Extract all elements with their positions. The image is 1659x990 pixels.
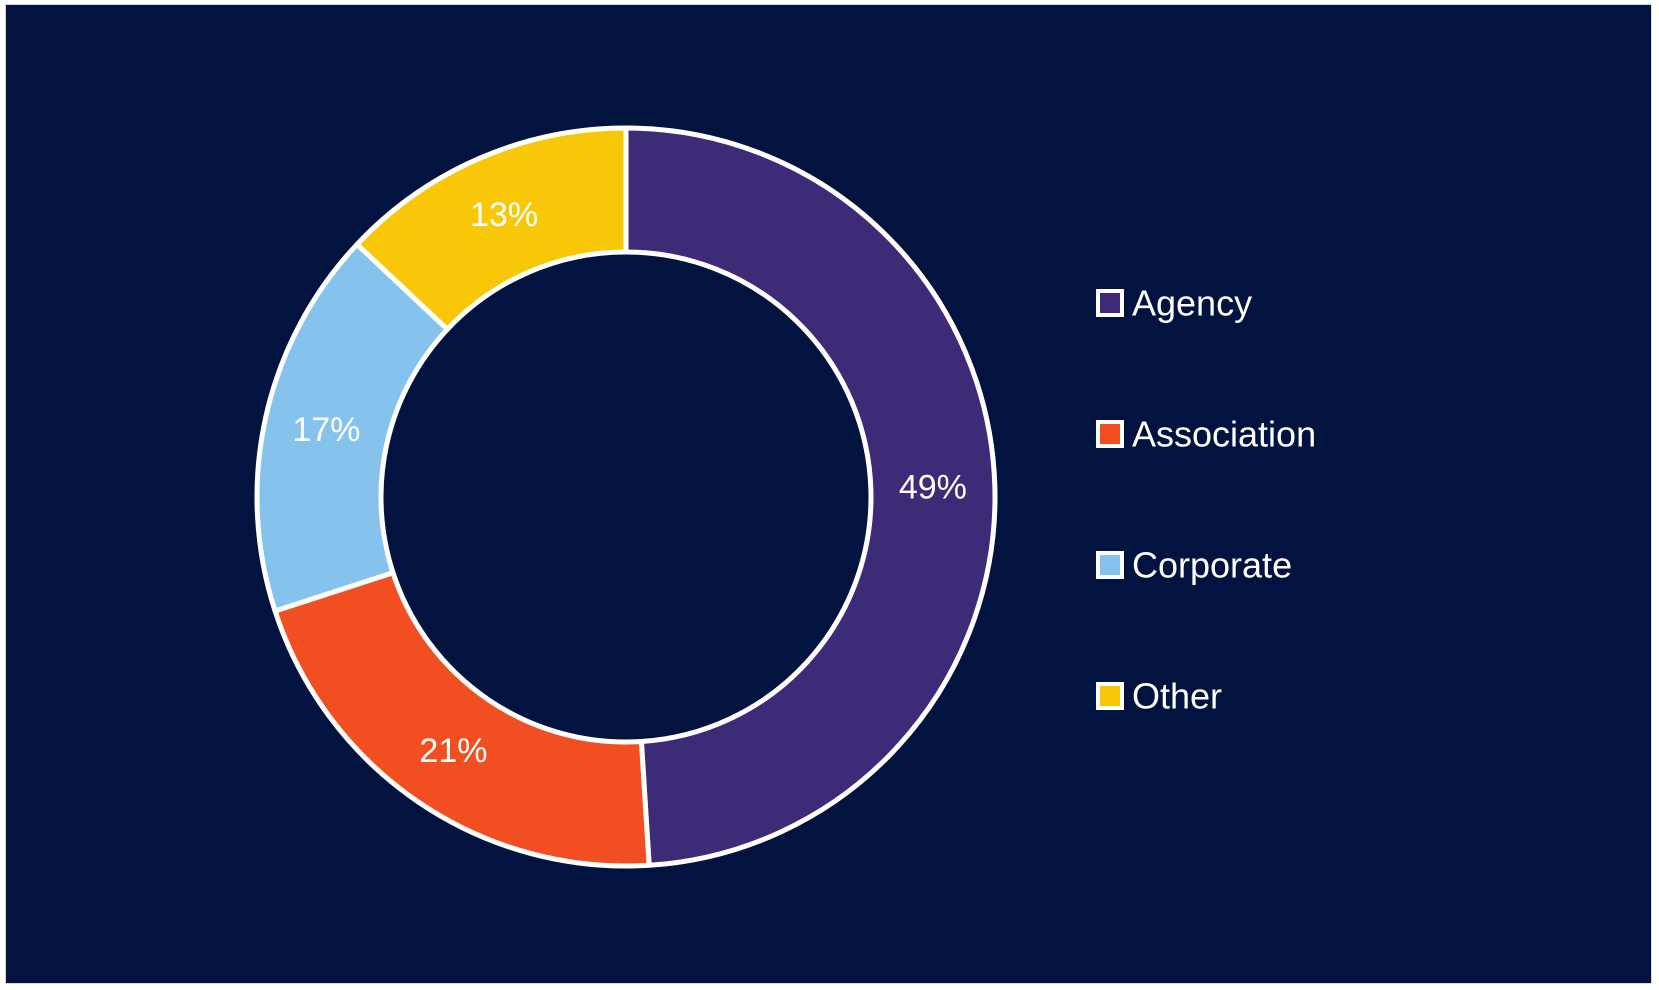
donut-chart: 49% 21% 17% 13% Agency Association Corporate O…: [254, 125, 1316, 869]
slices-group: [254, 125, 998, 869]
legend-label-agency: Agency: [1132, 283, 1252, 324]
legend-swatch-corporate: [1096, 551, 1124, 579]
slice-association: [272, 570, 652, 869]
legend-swatch-other: [1096, 682, 1124, 710]
legend-swatch-association: [1096, 420, 1124, 448]
slice-label-association: 21%: [419, 732, 487, 770]
legend-label-corporate: Corporate: [1132, 545, 1292, 586]
legend-item-association: Association: [1096, 414, 1316, 455]
slice-label-corporate: 17%: [292, 411, 360, 449]
legend: Agency Association Corporate Other: [1096, 283, 1316, 717]
chart-frame: 49% 21% 17% 13% Agency Association Corporate O…: [5, 4, 1652, 984]
slice-label-other: 13%: [470, 196, 538, 234]
legend-item-other: Other: [1096, 676, 1222, 717]
legend-label-other: Other: [1132, 676, 1222, 717]
legend-label-association: Association: [1132, 414, 1316, 455]
slice-other: [354, 125, 629, 332]
legend-item-corporate: Corporate: [1096, 545, 1292, 586]
legend-swatch-agency: [1096, 289, 1124, 317]
slice-labels-group: 49% 21% 17% 13%: [292, 196, 967, 770]
slice-label-agency: 49%: [899, 468, 967, 506]
slice-agency: [623, 125, 998, 868]
legend-item-agency: Agency: [1096, 283, 1252, 324]
